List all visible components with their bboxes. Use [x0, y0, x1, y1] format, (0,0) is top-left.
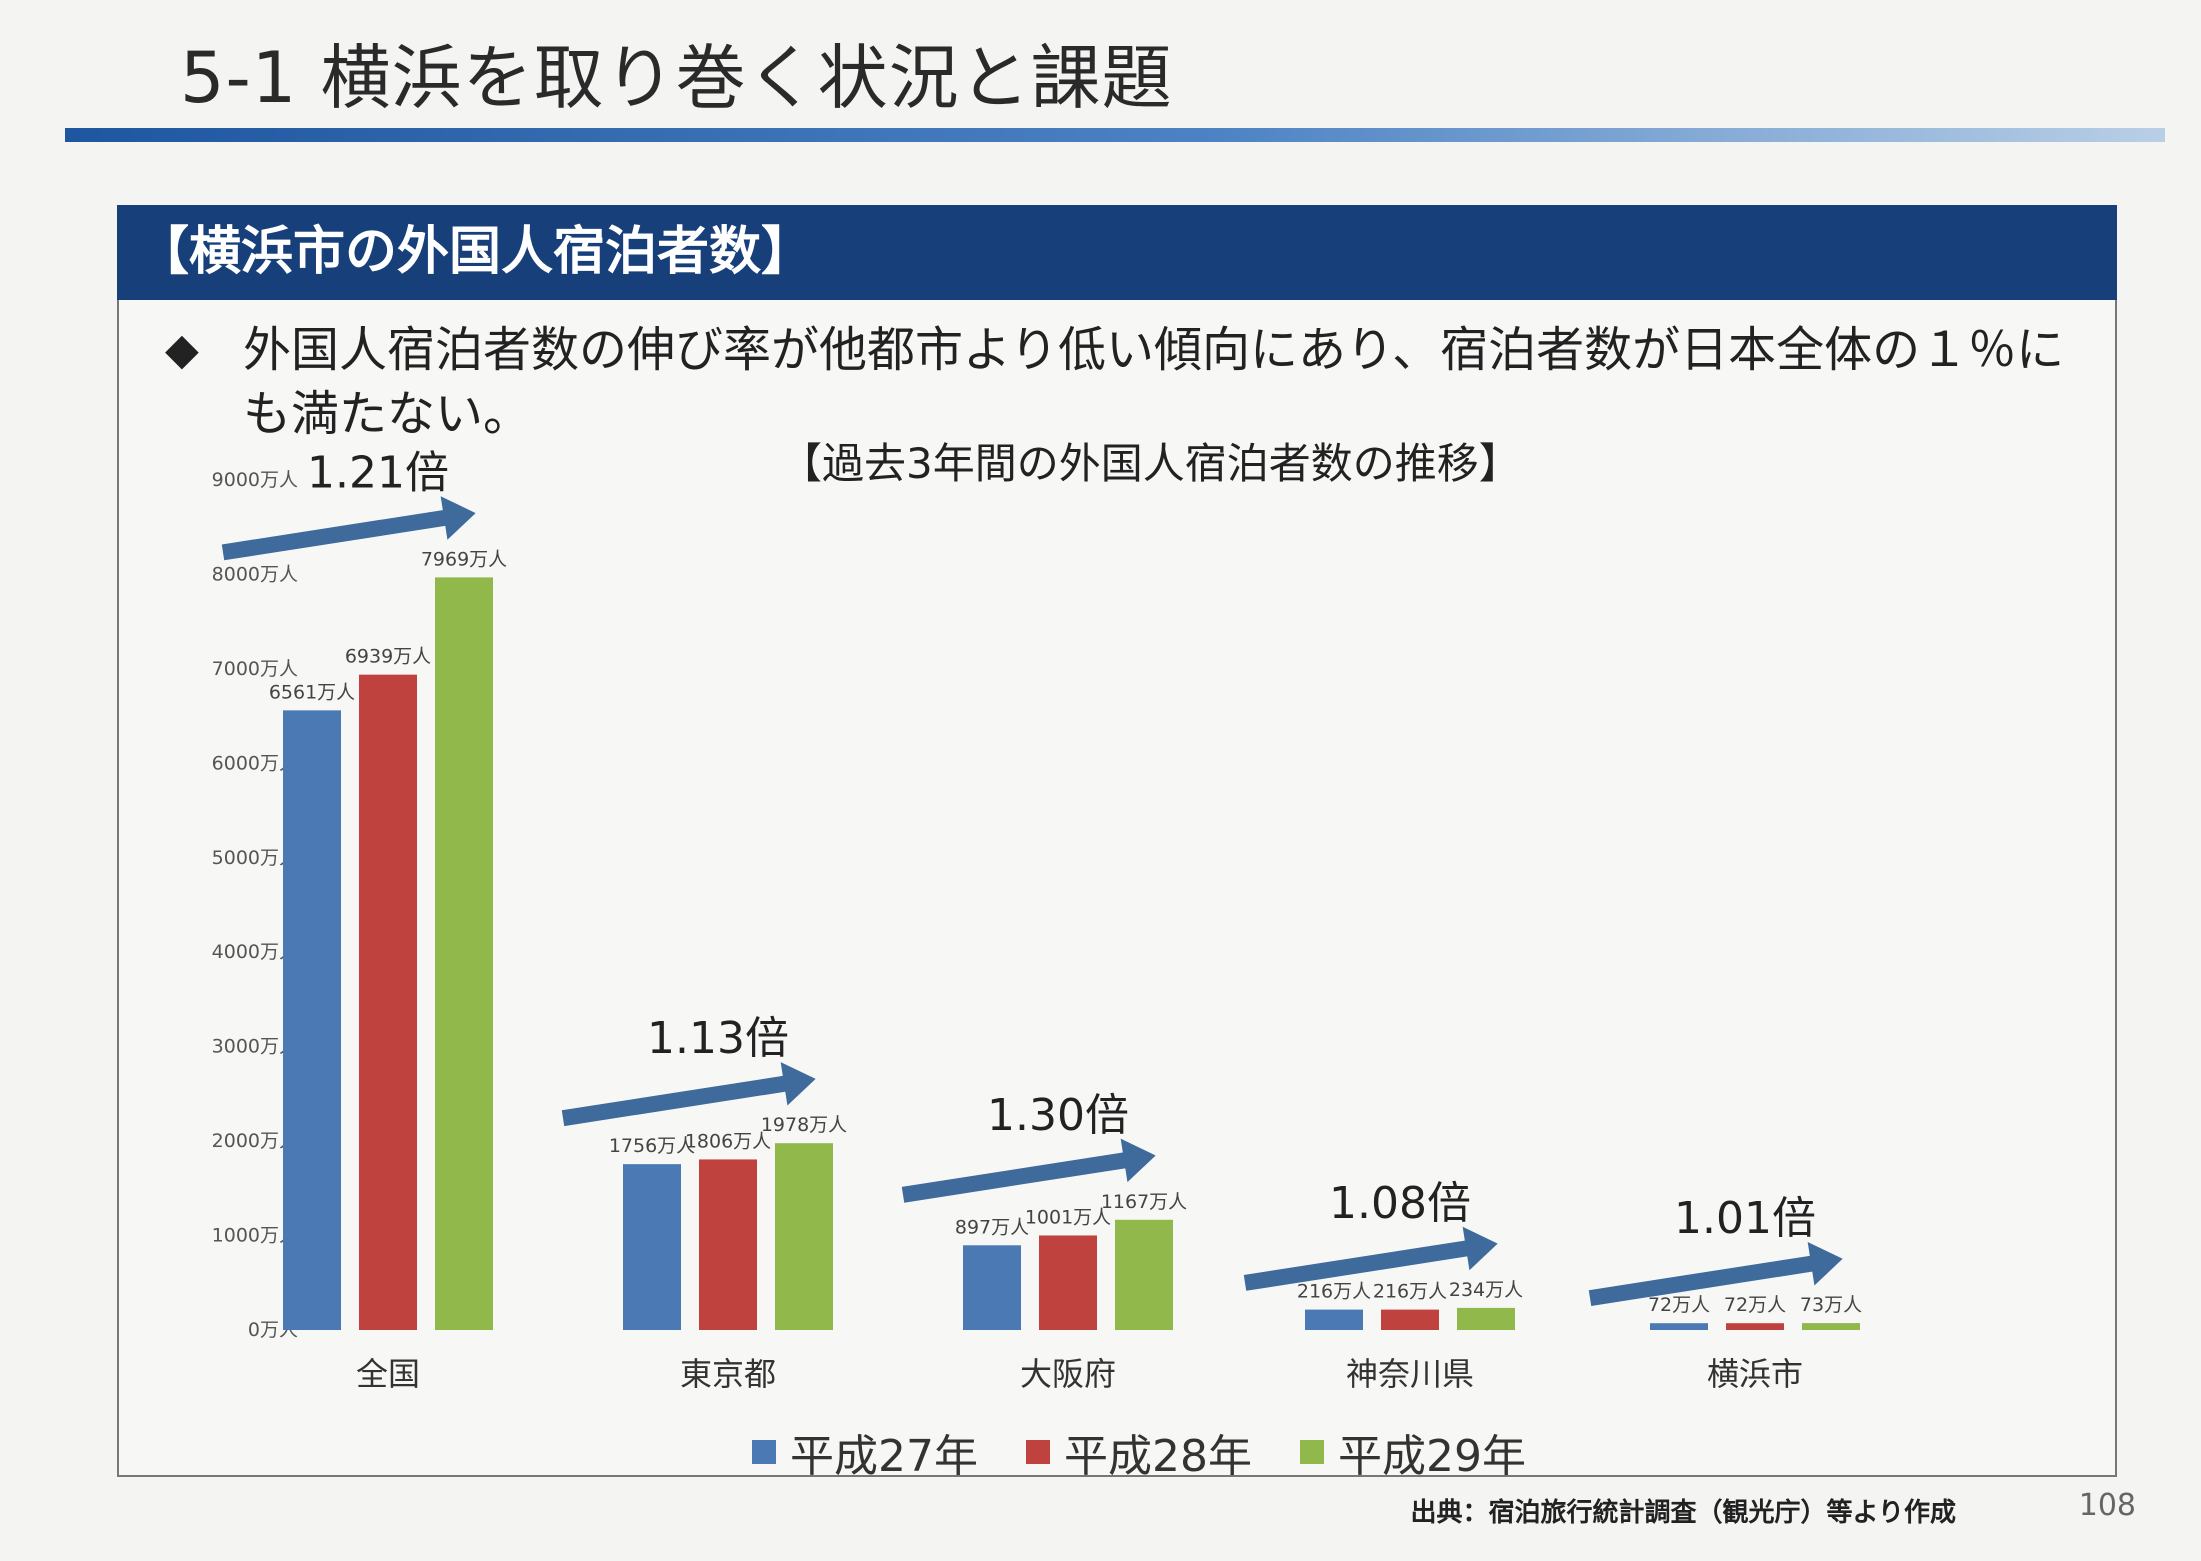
- bar-2: [1381, 1309, 1439, 1330]
- growth-arrow-head-icon: [440, 496, 476, 540]
- y-tick-label: 2000万人: [212, 1130, 298, 1152]
- bar-1: [623, 1164, 681, 1330]
- bar-value-label: 216万人: [1373, 1281, 1447, 1303]
- bar-value-label: 234万人: [1449, 1279, 1523, 1301]
- slide-title: 5-1 横浜を取り巻く状況と課題: [180, 37, 1173, 119]
- page-number: 108: [2078, 1488, 2136, 1523]
- bar-value-label: 1806万人: [685, 1130, 771, 1152]
- bar-value-label: 6939万人: [345, 646, 431, 668]
- growth-arrow-shaft: [1243, 1239, 1472, 1291]
- bar-3: [435, 577, 493, 1330]
- chart-title: 【過去3年間の外国人宿泊者数の推移】: [780, 439, 1521, 488]
- growth-arrow-shaft: [901, 1151, 1130, 1203]
- bar-value-label: 7969万人: [421, 548, 507, 570]
- growth-arrow-head-icon: [1462, 1226, 1498, 1271]
- bar-1: [963, 1245, 1021, 1330]
- bar-value-label: 1001万人: [1025, 1206, 1111, 1228]
- bar-3: [775, 1143, 833, 1330]
- x-category-label: 横浜市: [1707, 1355, 1803, 1393]
- growth-ratio-label: 1.30倍: [987, 1090, 1129, 1141]
- growth-arrow-head-icon: [1807, 1241, 1843, 1286]
- bar-1: [1305, 1309, 1363, 1330]
- y-tick-label: 5000万人: [212, 847, 298, 869]
- bar-3: [1457, 1307, 1515, 1330]
- growth-ratio-label: 1.13倍: [647, 1013, 789, 1064]
- y-tick-label: 8000万人: [212, 563, 298, 585]
- growth-ratio-label: 1.01倍: [1674, 1193, 1816, 1244]
- x-category-label: 東京都: [680, 1355, 776, 1393]
- growth-arrow-shaft: [221, 509, 450, 561]
- bullet-row: ◆ 外国人宿泊者数の伸び率が他都市より低い傾向にあり、宿泊者数が日本全体の１％に…: [165, 318, 2065, 446]
- bar-2: [359, 674, 417, 1330]
- x-category-label: 神奈川県: [1346, 1355, 1474, 1393]
- bar-1: [283, 710, 341, 1330]
- growth-arrow-shaft: [561, 1075, 790, 1127]
- legend-label-series-1: 平成27年: [790, 1431, 978, 1482]
- bullet-text: 外国人宿泊者数の伸び率が他都市より低い傾向にあり、宿泊者数が日本全体の１％にも満…: [243, 322, 2065, 442]
- legend-swatch-series-2: [1026, 1440, 1050, 1464]
- bar-2: [1039, 1235, 1097, 1330]
- x-category-label: 大阪府: [1020, 1355, 1116, 1393]
- bar-value-label: 216万人: [1297, 1281, 1371, 1303]
- bar-value-label: 1167万人: [1101, 1191, 1187, 1213]
- growth-arrow-shaft: [1588, 1255, 1817, 1307]
- y-tick-label: 6000万人: [212, 752, 298, 774]
- bar-value-label: 72万人: [1724, 1294, 1786, 1316]
- legend-item-series-3: 平成29年: [1300, 1420, 1526, 1484]
- growth-arrow-head-icon: [1120, 1138, 1156, 1183]
- y-tick-label: 4000万人: [212, 941, 298, 963]
- bar-value-label: 73万人: [1800, 1294, 1862, 1316]
- growth-ratio-label: 1.21倍: [307, 447, 449, 498]
- chart-legend: 平成27年 平成28年 平成29年: [752, 1420, 1526, 1484]
- bar-value-label: 897万人: [955, 1216, 1029, 1238]
- panel-header: 【横浜市の外国人宿泊者数】: [117, 205, 2117, 300]
- y-tick-label: 7000万人: [212, 658, 298, 680]
- bar-3: [1115, 1219, 1173, 1330]
- legend-item-series-1: 平成27年: [752, 1420, 978, 1484]
- legend-label-series-3: 平成29年: [1338, 1431, 1526, 1482]
- bar-value-label: 1978万人: [761, 1114, 847, 1136]
- y-tick-label: 1000万人: [212, 1225, 298, 1247]
- legend-label-series-2: 平成28年: [1064, 1431, 1252, 1482]
- y-tick-label: 9000万人: [212, 469, 298, 491]
- bar-2: [1726, 1323, 1784, 1330]
- legend-item-series-2: 平成28年: [1026, 1420, 1252, 1484]
- y-tick-label: 3000万人: [212, 1036, 298, 1058]
- bar-3: [1802, 1323, 1860, 1330]
- bar-1: [1650, 1323, 1708, 1330]
- growth-ratio-label: 1.08倍: [1329, 1178, 1471, 1229]
- title-rule: [65, 128, 2165, 142]
- growth-arrow-head-icon: [780, 1062, 816, 1106]
- legend-swatch-series-1: [752, 1440, 776, 1464]
- bullet-diamond-icon: ◆: [165, 324, 199, 375]
- x-category-label: 全国: [356, 1355, 420, 1393]
- bar-value-label: 1756万人: [609, 1135, 695, 1157]
- bar-2: [699, 1159, 757, 1330]
- bar-value-label: 6561万人: [269, 681, 355, 703]
- legend-swatch-series-3: [1300, 1440, 1324, 1464]
- source-note: 出典：宿泊旅行統計調査（観光庁）等より作成: [1410, 1498, 1956, 1528]
- bar-value-label: 72万人: [1648, 1294, 1710, 1316]
